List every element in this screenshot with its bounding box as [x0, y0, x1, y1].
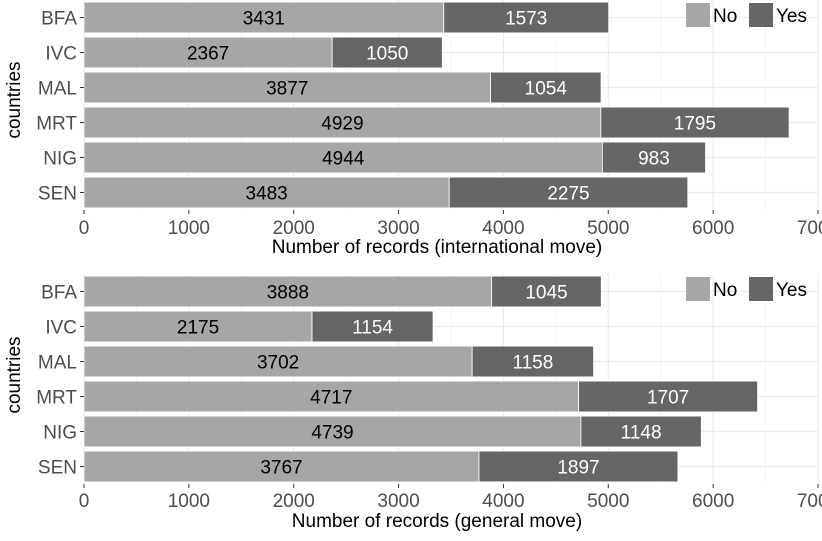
y-tick-label-bfa: BFA: [41, 283, 77, 304]
data-label-no-mrt: 4717: [310, 388, 352, 409]
x-tick-label: 6000: [692, 491, 734, 512]
y-tick-label-ivc: IVC: [45, 44, 77, 65]
y-tick-label-mal: MAL: [38, 79, 77, 100]
legend: No Yes: [686, 3, 807, 27]
data-label-yes-nig: 983: [638, 149, 670, 170]
y-axis-title: countries: [4, 61, 25, 138]
y-tick-label-mrt: MRT: [36, 114, 77, 135]
y-tick-label-bfa: BFA: [41, 9, 77, 30]
bar-yes-ivc: [331, 36, 443, 69]
legend-label-no: No: [713, 6, 737, 27]
legend-key-no: [686, 3, 710, 27]
bar-yes-sen: [478, 450, 679, 483]
bar-yes-mrt: [600, 106, 790, 139]
x-tick-label: 2000: [273, 491, 315, 512]
chart-panel-1: 3431 1573 2367 1050 3877 1054 4929 1795 4944 983 3…: [4, 0, 822, 258]
legend-key-yes: [749, 277, 773, 301]
data-label-no-mal: 3877: [266, 79, 308, 100]
y-tick-label-sen: SEN: [38, 184, 77, 205]
bar-no-mrt: [83, 380, 580, 413]
data-label-yes-mrt: 1707: [647, 388, 689, 409]
legend-key-no: [686, 277, 710, 301]
bars: 3888 1045 2175 1154 3702 1158 4717 1707 4739 1148…: [83, 275, 759, 483]
y-axis-title: countries: [4, 336, 25, 413]
data-label-yes-sen: 1897: [557, 458, 599, 479]
x-tick-label: 0: [79, 491, 90, 512]
bar-yes-mal: [471, 345, 595, 378]
x-tick-label: 4000: [482, 491, 524, 512]
data-label-yes-mal: 1158: [512, 353, 553, 374]
data-label-no-sen: 3483: [245, 184, 287, 205]
data-label-no-sen: 3767: [260, 458, 302, 479]
data-label-no-nig: 4739: [311, 423, 353, 444]
x-tick-label: 4000: [482, 218, 524, 239]
y-tick-label-mrt: MRT: [36, 388, 77, 409]
x-tick-label: 5000: [587, 491, 629, 512]
data-label-yes-bfa: 1045: [525, 283, 567, 304]
data-label-yes-ivc: 1050: [366, 44, 408, 65]
x-tick-label: 6000: [692, 218, 734, 239]
x-tick-label: 0: [79, 218, 90, 239]
bar-no-nig: [83, 415, 582, 448]
bar-yes-ivc: [311, 310, 434, 343]
x-tick-label: 3000: [377, 218, 419, 239]
y-tick-label-sen: SEN: [38, 458, 77, 479]
y-tick-label-nig: NIG: [43, 423, 77, 444]
x-tick-label: 7000: [797, 218, 822, 239]
x-tick-label: 7000: [797, 491, 822, 512]
bar-yes-bfa: [443, 1, 610, 34]
x-tick-label: 1000: [168, 491, 210, 512]
data-label-yes-sen: 2275: [547, 184, 589, 205]
data-label-yes-mrt: 1795: [674, 114, 716, 135]
data-label-yes-bfa: 1573: [505, 9, 547, 30]
y-tick-label-mal: MAL: [38, 353, 77, 374]
data-label-yes-nig: 1148: [621, 423, 662, 444]
bars: 3431 1573 2367 1050 3877 1054 4929 1795 4944 983 3…: [83, 1, 790, 209]
legend-label-yes: Yes: [776, 6, 807, 27]
bar-no-bfa: [83, 1, 445, 34]
bar-yes-mal: [490, 71, 602, 104]
bar-no-nig: [83, 141, 603, 174]
legend-label-yes: Yes: [776, 280, 807, 301]
data-label-no-bfa: 3431: [243, 9, 285, 30]
bar-yes-nig: [580, 415, 702, 448]
legend-label-no: No: [713, 280, 737, 301]
data-label-no-bfa: 3888: [267, 283, 309, 304]
y-tick-label-nig: NIG: [43, 149, 77, 170]
bar-no-mal: [83, 71, 491, 104]
data-label-no-mal: 3702: [257, 353, 299, 374]
x-axis-title: Number of records (general move): [292, 511, 582, 532]
bar-yes-nig: [602, 141, 706, 174]
data-label-no-ivc: 2175: [177, 318, 219, 339]
data-label-yes-ivc: 1154: [352, 318, 393, 339]
data-label-no-nig: 4944: [322, 149, 365, 170]
data-label-no-mrt: 4929: [321, 114, 363, 135]
chart-panel-2: 3888 1045 2175 1154 3702 1158 4717 1707 4739 1148…: [4, 274, 822, 532]
x-tick-label: 5000: [587, 218, 629, 239]
data-label-no-ivc: 2367: [187, 44, 229, 65]
x-tick-label: 2000: [273, 218, 315, 239]
x-tick-label: 1000: [168, 218, 210, 239]
bar-yes-sen: [448, 176, 689, 209]
bar-no-mrt: [83, 106, 602, 139]
bar-no-sen: [83, 450, 480, 483]
bar-yes-mrt: [578, 380, 759, 413]
bar-no-bfa: [83, 275, 493, 308]
x-tick-label: 3000: [377, 491, 419, 512]
bar-yes-bfa: [491, 275, 602, 308]
y-tick-label-ivc: IVC: [45, 318, 77, 339]
legend-key-yes: [749, 3, 773, 27]
legend: No Yes: [686, 277, 807, 301]
data-label-yes-mal: 1054: [525, 79, 568, 100]
x-axis-title: Number of records (international move): [272, 237, 603, 258]
bar-no-ivc: [83, 36, 333, 69]
